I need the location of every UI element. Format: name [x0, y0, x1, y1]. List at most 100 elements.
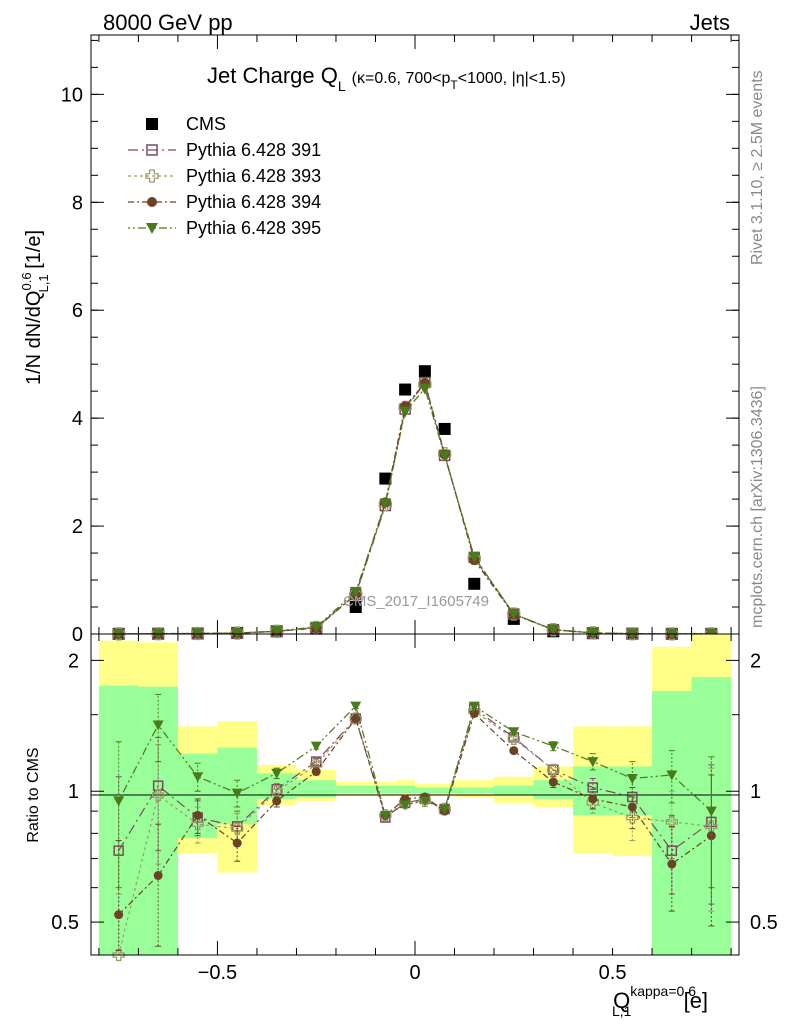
ratio-point — [547, 763, 560, 776]
ratio-ytick-label-right: 0.5 — [750, 912, 778, 934]
legend-entry: CMS — [146, 114, 226, 134]
ratio-point — [152, 720, 164, 731]
legend: CMS Pythia 6.428 391 Pythia 6.428 393 Pythi… — [128, 114, 321, 238]
main-ylabel: 1/N dN/dQ0.6 L,1 [1/e] — [19, 230, 51, 385]
green-band — [434, 787, 455, 794]
ratio-xtick-label: 0.5 — [599, 962, 627, 984]
legend-marker — [145, 169, 159, 183]
legend-label: Pythia 6.428 393 — [186, 166, 321, 186]
series-line — [118, 381, 712, 635]
main-axis-ticks: 0 2 4 6 8 10 — [61, 35, 739, 646]
ratio-point — [439, 804, 451, 815]
legend-entry: Pythia 6.428 393 — [128, 166, 321, 186]
mcplots-label: mcplots.cern.ch [arXiv:1306.3436] — [749, 386, 766, 628]
ratio-ytick-label: 0.5 — [51, 912, 79, 934]
data-point — [379, 498, 392, 510]
ratio-series-line — [118, 707, 712, 852]
ratio-point — [192, 772, 204, 783]
data-point — [586, 627, 599, 639]
ratio-point — [509, 746, 519, 756]
main-title: Jet Charge QL (κ=0.6, 700<pT<1000, |η|<1.… — [207, 63, 566, 94]
ratio-point — [270, 785, 283, 798]
ratio-point — [379, 810, 391, 821]
ratio-point — [310, 741, 322, 752]
ratio-plot-frame — [90, 633, 740, 956]
ratio-ylabel: Ratio to CMS — [25, 747, 42, 842]
legend-entry: Pythia 6.428 391 — [128, 140, 321, 160]
ratio-series-line — [118, 709, 712, 956]
data-point — [418, 383, 431, 395]
green-band — [375, 785, 396, 794]
data-point — [418, 365, 431, 378]
legend-label: Pythia 6.428 391 — [186, 140, 321, 160]
data-point — [349, 586, 362, 598]
series-line — [118, 387, 712, 635]
ratio-series-group — [112, 693, 718, 962]
ratio-point — [350, 701, 362, 712]
ratio-point — [627, 802, 637, 812]
ratio-point — [351, 714, 361, 724]
main-ytick-label: 6 — [72, 300, 83, 322]
ratio-point — [153, 870, 163, 880]
ratio-point — [665, 815, 678, 829]
ratio-ytick-label: 1 — [68, 781, 79, 803]
data-point — [270, 626, 283, 638]
legend-label: Pythia 6.428 394 — [186, 192, 321, 212]
ratio-point — [548, 777, 558, 787]
ratio-point — [114, 910, 124, 920]
ratio-point — [626, 773, 638, 784]
green-band — [533, 780, 574, 799]
green-band — [415, 787, 435, 794]
ratio-uncertainty-bands — [98, 634, 732, 955]
data-point — [468, 551, 481, 563]
ratio-point — [193, 810, 203, 820]
ratio-point — [706, 831, 716, 841]
process-label: Jets — [690, 10, 730, 35]
energy-label: 8000 GeV pp — [103, 10, 233, 35]
green-band — [454, 787, 495, 794]
green-band — [395, 785, 415, 794]
green-band — [296, 780, 336, 797]
data-point — [399, 383, 412, 396]
ratio-point — [272, 796, 282, 806]
ratio-xlabel: Qkappa=0.6 L,1 [e] — [612, 983, 708, 1019]
main-ytick-label: 10 — [61, 84, 83, 106]
data-point — [310, 621, 323, 633]
main-ytick-label: 8 — [72, 192, 83, 214]
data-point — [547, 624, 560, 636]
data-point — [379, 472, 392, 485]
ratio-ytick-label-right: 2 — [750, 650, 761, 672]
ratio-series-3 — [113, 693, 717, 889]
data-point — [399, 406, 412, 418]
ratio-point — [152, 788, 165, 802]
ratio-point — [469, 708, 479, 718]
legend-label: Pythia 6.428 395 — [186, 218, 321, 238]
ratio-point — [507, 732, 520, 745]
legend-label: CMS — [186, 114, 226, 134]
data-point — [438, 450, 451, 462]
green-band — [335, 785, 376, 794]
ratio-point — [271, 768, 283, 779]
ratio-point — [232, 838, 242, 848]
data-point — [507, 609, 520, 621]
green-band — [494, 785, 534, 796]
ratio-series-line — [118, 712, 712, 916]
main-ytick-label: 0 — [72, 624, 83, 646]
data-point — [349, 601, 362, 614]
legend-entry: Pythia 6.428 395 — [128, 218, 321, 238]
main-ytick-label: 2 — [72, 516, 83, 538]
ratio-xtick-label: −0.5 — [198, 962, 237, 984]
legend-marker — [146, 144, 158, 156]
legend-marker — [146, 118, 158, 130]
main-ytick-label: 4 — [72, 408, 83, 430]
ratio-point — [666, 770, 678, 781]
ratio-point — [419, 796, 431, 807]
ratio-point — [468, 701, 480, 712]
ratio-point — [310, 756, 322, 767]
ratio-point — [399, 800, 411, 811]
ratio-point — [705, 806, 717, 817]
ratio-point — [588, 794, 598, 804]
ratio-point — [311, 767, 321, 777]
ratio-point — [587, 757, 599, 768]
